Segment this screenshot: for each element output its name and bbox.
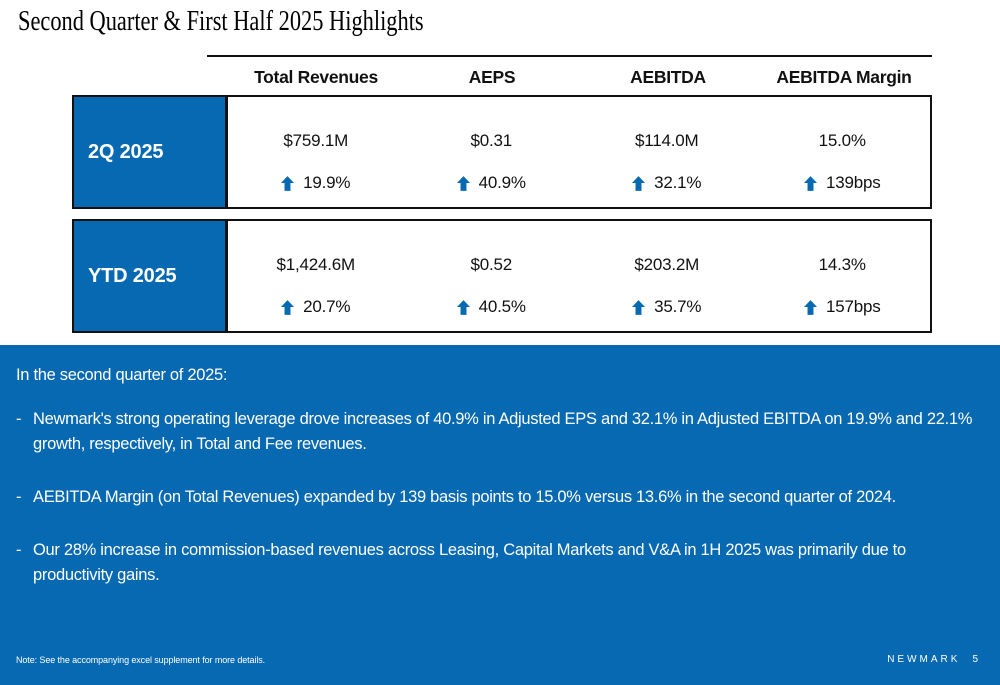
highlight-bullet: - AEBITDA Margin (on Total Revenues) exp…	[16, 485, 980, 510]
metric-change-value: 157bps	[825, 297, 881, 316]
metric-cell: 15.0% 139bps	[755, 97, 931, 207]
metric-cell: 14.3% 157bps	[755, 221, 931, 331]
period-label: YTD 2025	[74, 221, 228, 331]
bullet-text: AEBITDA Margin (on Total Revenues) expan…	[33, 488, 896, 506]
page-number: 5	[972, 654, 978, 665]
brand-wordmark: NEWMARK	[887, 654, 961, 665]
highlights-intro: In the second quarter of 2025:	[16, 366, 228, 384]
bullet-marker: -	[16, 541, 22, 559]
table-column-headers: Total Revenues AEPS AEBITDA AEBITDA Marg…	[228, 67, 932, 88]
metric-change: 139bps	[755, 173, 931, 193]
bullet-text: Our 28% increase in commission-based rev…	[33, 541, 906, 584]
footnote: Note: See the accompanying excel supplem…	[16, 655, 266, 665]
metric-change: 19.9%	[228, 173, 404, 193]
up-arrow-icon	[456, 175, 470, 191]
metric-change-value: 40.5%	[478, 297, 526, 316]
row-cells: $1,424.6M 20.7% $0.52 40.5% $203.2M 35.7…	[228, 221, 930, 331]
highlight-bullet: - Newmark's strong operating leverage dr…	[16, 407, 980, 457]
up-arrow-icon	[803, 175, 817, 191]
metric-value: $1,424.6M	[276, 255, 356, 274]
bullet-text: Newmark's strong operating leverage drov…	[33, 410, 973, 453]
highlight-bullet: - Our 28% increase in commission-based r…	[16, 538, 980, 588]
metric-change-value: 40.9%	[478, 173, 526, 192]
metric-value: $0.31	[470, 131, 513, 150]
table-top-rule	[207, 55, 932, 57]
up-arrow-icon	[456, 299, 470, 315]
metric-value: $114.0M	[635, 131, 699, 150]
metric-change-value: 32.1%	[654, 173, 702, 192]
period-label: 2Q 2025	[74, 97, 228, 207]
column-header-aebitda: AEBITDA	[630, 67, 706, 87]
up-arrow-icon	[632, 175, 646, 191]
metric-value: 15.0%	[818, 131, 866, 150]
metric-value: $203.2M	[634, 255, 700, 274]
highlights-bullet-list: - Newmark's strong operating leverage dr…	[16, 407, 980, 616]
metric-value: $0.52	[470, 255, 513, 274]
column-header-aeps: AEPS	[468, 67, 516, 87]
metric-value: 14.3%	[818, 255, 866, 274]
column-header-total-revenues: Total Revenues	[254, 67, 378, 87]
row-cells: $759.1M 19.9% $0.31 40.9% $114.0M 32.1% …	[228, 97, 930, 207]
up-arrow-icon	[281, 299, 295, 315]
table-row-ytd-2025: YTD 2025 $1,424.6M 20.7% $0.52 40.5% $20…	[72, 219, 932, 333]
up-arrow-icon	[281, 175, 295, 191]
table-row-2q-2025: 2Q 2025 $759.1M 19.9% $0.31 40.9% $114.0…	[72, 95, 932, 209]
metric-change: 35.7%	[579, 297, 755, 317]
metric-change: 40.9%	[404, 173, 580, 193]
metric-value: $759.1M	[283, 131, 349, 150]
metric-cell: $114.0M 32.1%	[579, 97, 755, 207]
column-header-aebitda-margin: AEBITDA Margin	[776, 67, 912, 87]
metric-change: 32.1%	[579, 173, 755, 193]
up-arrow-icon	[803, 299, 817, 315]
footer-brand-line: NEWMARK 5	[887, 654, 978, 665]
metric-cell: $759.1M 19.9%	[228, 97, 404, 207]
metric-change: 157bps	[755, 297, 931, 317]
metric-change-value: 139bps	[825, 173, 881, 192]
metric-change-value: 35.7%	[654, 297, 702, 316]
page-title: Second Quarter & First Half 2025 Highlig…	[18, 6, 424, 37]
metric-cell: $203.2M 35.7%	[579, 221, 755, 331]
bullet-marker: -	[16, 410, 22, 428]
up-arrow-icon	[632, 299, 646, 315]
metric-change: 20.7%	[228, 297, 404, 317]
metric-change-value: 20.7%	[303, 297, 351, 316]
metric-cell: $0.52 40.5%	[404, 221, 580, 331]
highlights-panel: In the second quarter of 2025: - Newmark…	[0, 345, 1000, 685]
metric-change-value: 19.9%	[303, 173, 351, 192]
bullet-marker: -	[16, 488, 22, 506]
metric-change: 40.5%	[404, 297, 580, 317]
metric-cell: $0.31 40.9%	[404, 97, 580, 207]
metric-cell: $1,424.6M 20.7%	[228, 221, 404, 331]
